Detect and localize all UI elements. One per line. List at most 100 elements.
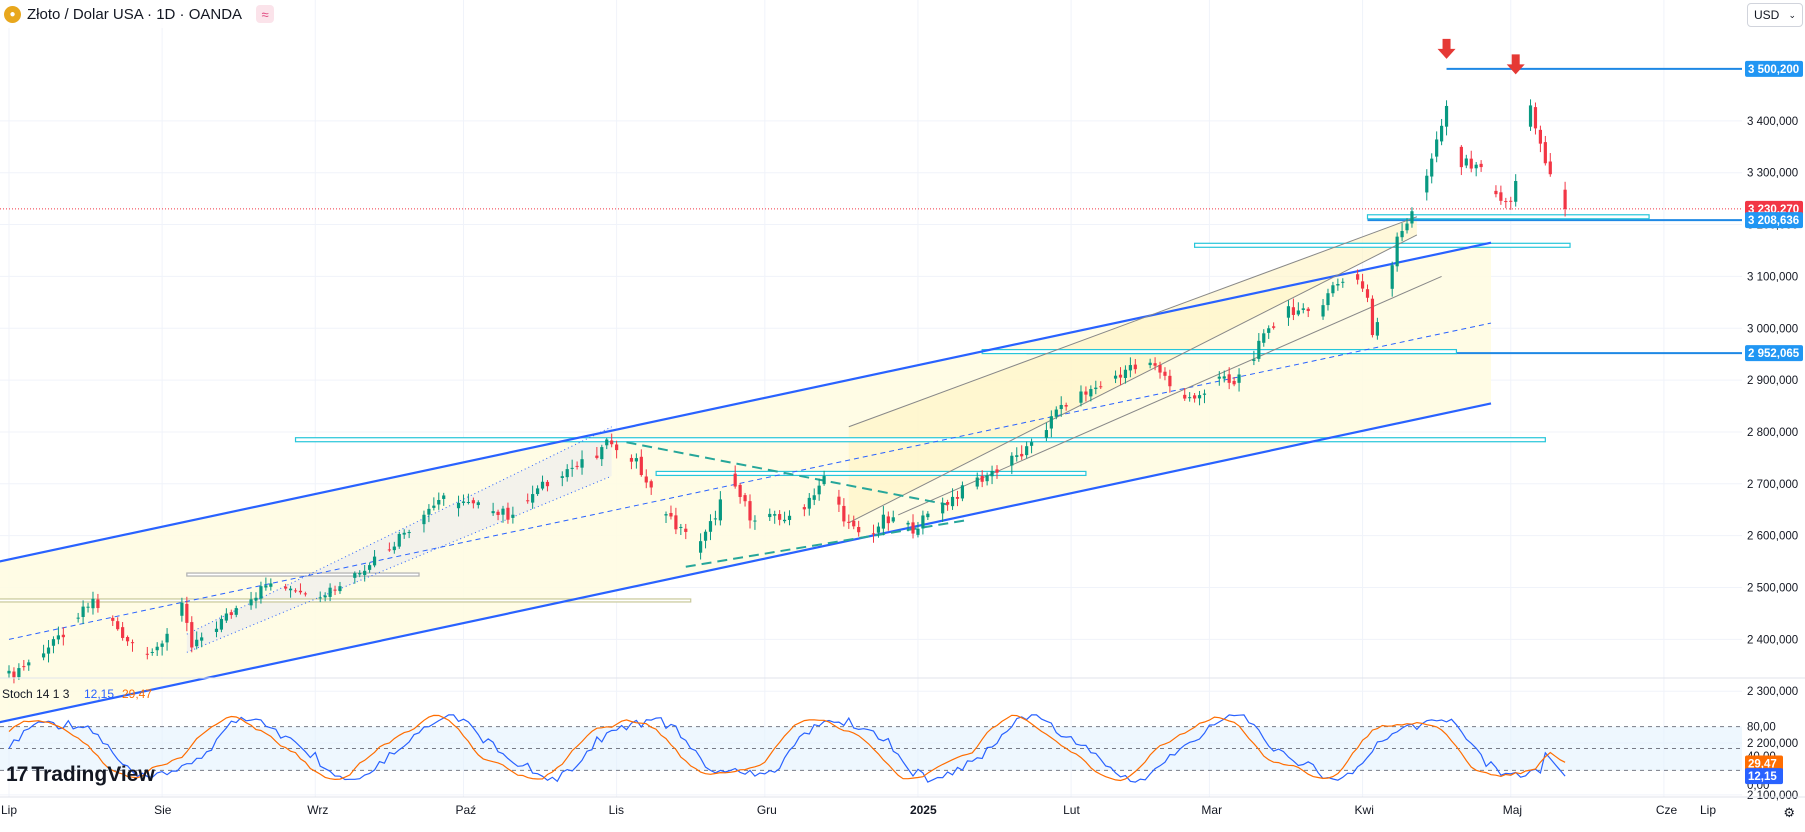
price-tick-label: 2 500,000: [1747, 583, 1798, 595]
candle-body: [684, 528, 688, 532]
candle-body: [753, 520, 757, 522]
candle-body: [733, 473, 737, 487]
candle-body: [190, 622, 194, 648]
price-tick-label: 3 400,000: [1747, 116, 1798, 128]
candle-body: [407, 532, 411, 534]
candle-body: [506, 507, 510, 520]
zone-level-3: [1366, 214, 1650, 220]
candle-body: [51, 639, 56, 646]
candle-body: [1222, 376, 1226, 379]
candle-body: [639, 456, 643, 476]
candle-body: [886, 516, 890, 524]
candle-body: [1326, 293, 1330, 306]
zone-level-4: [1193, 242, 1571, 248]
candle-body: [1202, 393, 1207, 395]
candle-body: [86, 606, 90, 608]
candle-body: [610, 440, 614, 445]
candle-body: [1395, 236, 1399, 267]
candle-body: [1370, 298, 1375, 336]
candle-body: [185, 603, 189, 623]
candle-body: [946, 502, 950, 505]
gold-symbol-icon: ●: [4, 5, 21, 23]
candle-body: [1153, 363, 1157, 366]
candle-body: [985, 475, 989, 482]
candle-body: [1237, 374, 1241, 383]
candle-body: [911, 522, 915, 534]
candle-body: [1435, 139, 1439, 157]
candle-body: [1341, 281, 1345, 283]
candle-body: [116, 621, 120, 630]
candle-body: [160, 643, 164, 647]
candle-body: [511, 514, 515, 518]
candle-body: [1272, 326, 1276, 328]
candle-body: [526, 500, 530, 502]
candle-body: [1133, 364, 1137, 370]
candle-body: [674, 515, 678, 530]
candle-body: [871, 533, 876, 535]
candle-body: [200, 637, 204, 641]
candle-body: [575, 465, 579, 467]
candle-body: [298, 590, 303, 593]
candle-body: [605, 439, 609, 446]
candle-body: [145, 653, 149, 655]
candle-body: [1514, 181, 1518, 202]
candle-body: [229, 612, 233, 616]
candle-body: [288, 588, 293, 591]
price-label: 3 208,636: [1748, 215, 1799, 227]
candle-body: [387, 549, 391, 551]
candle-body: [46, 647, 51, 654]
candle-body: [1049, 416, 1053, 429]
trend-line-0: [0, 241, 1492, 563]
candle-body: [1168, 375, 1172, 387]
settings-gear-icon[interactable]: ⚙: [1783, 805, 1795, 820]
candle-body: [466, 501, 471, 503]
candle-body: [56, 635, 60, 640]
candle-body: [1020, 453, 1024, 457]
candle-body: [1331, 285, 1335, 294]
zone-level-6: [294, 437, 1546, 443]
candle-body: [615, 444, 619, 451]
stoch-tick-label: 80,00: [1747, 722, 1776, 734]
candle-body: [1504, 201, 1508, 203]
candle-body: [921, 515, 925, 529]
candle-body: [150, 651, 154, 653]
symbol-title[interactable]: Złoto / Dolar USA · 1D · OANDA: [27, 5, 243, 23]
tradingview-logo[interactable]: 17 TradingView: [6, 763, 155, 787]
candle-body: [718, 499, 722, 521]
candle-body: [491, 511, 495, 514]
candle-body: [876, 526, 881, 533]
candle-body: [852, 520, 856, 527]
time-tick-label: Sie: [154, 803, 172, 817]
symbol-badge-icon[interactable]: ≈: [256, 5, 275, 23]
down-arrow-icon: [1506, 54, 1525, 75]
candle-body: [629, 457, 634, 462]
stoch-value-label-bg: [1745, 755, 1783, 772]
candle-body: [27, 662, 31, 666]
trend-line-4: [848, 216, 1418, 428]
candle-body: [1267, 328, 1271, 333]
candle-body: [1509, 200, 1513, 202]
trend-line-6: [186, 426, 612, 635]
symbol-header[interactable]: ● Złoto / Dolar USA · 1D · OANDA ≈: [0, 0, 275, 28]
candle-body: [950, 496, 955, 507]
candle-body: [980, 475, 984, 482]
currency-selector[interactable]: USD ⌄: [1747, 3, 1803, 27]
candle-body: [254, 597, 258, 601]
candle-body: [61, 634, 65, 638]
candle-body: [91, 598, 95, 609]
currency-label: USD: [1754, 8, 1780, 22]
candle-body: [1563, 189, 1567, 209]
candle-body: [1257, 340, 1261, 359]
candle-body: [180, 602, 184, 616]
candle-body: [1296, 310, 1300, 315]
candle-body: [259, 586, 263, 599]
candle-body: [501, 508, 505, 515]
candle-body: [1291, 307, 1295, 315]
candle-body: [338, 586, 342, 592]
candle-body: [224, 613, 228, 621]
candle-body: [955, 497, 960, 499]
candle-body: [708, 521, 713, 532]
candle-body: [1360, 281, 1365, 289]
